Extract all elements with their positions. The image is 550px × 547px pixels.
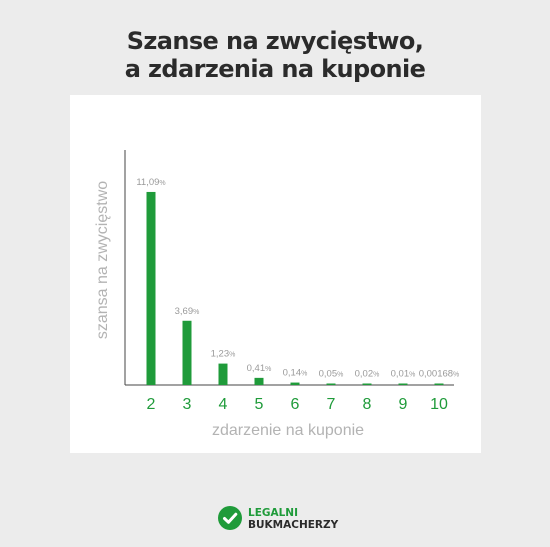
brand-name: LEGALNI BUKMACHERZY: [248, 507, 338, 531]
x-tick-label-9: 9: [399, 396, 408, 413]
brand-name-line-2: BUKMACHERZY: [248, 519, 339, 531]
bar-3: [182, 320, 192, 385]
checkmark-icon: [218, 506, 242, 530]
data-label-7: 0,05%: [319, 369, 344, 380]
brand-name-line-1: LEGALNI: [248, 507, 298, 519]
bar-2: [146, 191, 156, 385]
bar-4: [218, 363, 228, 385]
x-tick-label-5: 5: [255, 396, 264, 413]
data-label-9: 0,01%: [391, 369, 416, 380]
x-tick-label-10: 10: [430, 396, 448, 413]
data-label-3: 3,69%: [175, 306, 200, 317]
data-label-2: 11,09%: [136, 177, 165, 188]
x-axis-title: zdarzenie na kuponie: [212, 422, 364, 439]
x-tick-label-6: 6: [291, 396, 300, 413]
bar-5: [254, 377, 264, 385]
bar-8: [362, 383, 372, 385]
x-tick-label-8: 8: [363, 396, 372, 413]
bar-10: [434, 383, 444, 385]
bar-7: [326, 383, 336, 385]
x-tick-label-7: 7: [327, 396, 336, 413]
data-label-5: 0,41%: [247, 363, 272, 374]
bar-9: [398, 383, 408, 385]
y-axis-title: szansa na zwycięstwo: [94, 181, 111, 339]
chart-card: 11,09% 2 3,69% 3 1,23% 4 0,41% 5 0,14% 6 0,05% 7 0,0…: [70, 95, 481, 453]
bar-chart: 11,09% 2 3,69% 3 1,23% 4 0,41% 5 0,14% 6 0,05% 7 0,0…: [94, 150, 460, 439]
x-tick-label-3: 3: [183, 396, 192, 413]
data-label-6: 0,14%: [283, 368, 308, 379]
x-tick-label-4: 4: [219, 396, 228, 413]
title-line-1: Szanse na zwycięstwo,: [126, 27, 424, 55]
chart-title: Szanse na zwycięstwo, a zdarzenia na kup…: [0, 27, 550, 83]
data-label-10: 0,00168%: [419, 369, 460, 380]
data-label-8: 0,02%: [355, 369, 380, 380]
title-line-2: a zdarzenia na kuponie: [124, 55, 426, 83]
bar-6: [290, 382, 300, 385]
data-label-4: 1,23%: [211, 349, 236, 360]
x-tick-label-2: 2: [147, 396, 156, 413]
